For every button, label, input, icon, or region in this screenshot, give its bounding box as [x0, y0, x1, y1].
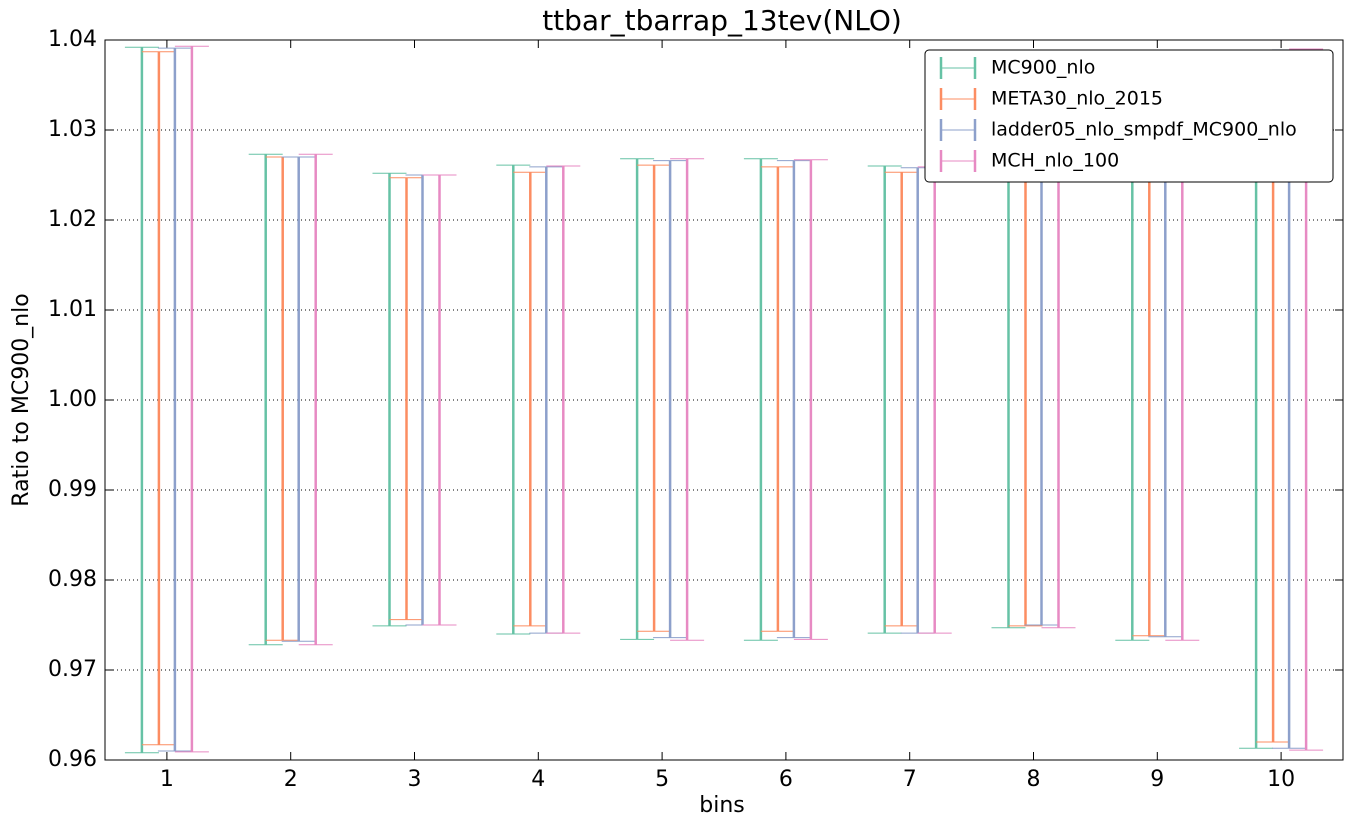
legend-label: MCH_nlo_100: [991, 150, 1119, 172]
x-axis-label: bins: [699, 793, 744, 818]
x-tick-label: 10: [1267, 767, 1295, 792]
y-tick-label: 0.98: [48, 567, 97, 592]
y-axis-label: Ratio to MC900_nlo: [9, 293, 34, 506]
y-tick-label: 0.99: [48, 477, 97, 502]
x-tick-label: 1: [160, 767, 174, 792]
x-tick-label: 3: [408, 767, 422, 792]
x-tick-label: 7: [903, 767, 917, 792]
plot-frame: [104, 39, 1344, 761]
y-tick-label: 1.01: [48, 297, 97, 322]
x-tick-label: 2: [284, 767, 298, 792]
legend: MC900_nlo META30_nlo_2015 ladder05_nlo_smp…: [924, 49, 1334, 183]
x-tick-label: 4: [531, 767, 545, 792]
legend-label: MC900_nlo: [991, 57, 1095, 79]
y-tick-label: 1.03: [48, 117, 97, 142]
y-tick-label: 0.96: [48, 747, 97, 772]
x-tick-label: 8: [1027, 767, 1041, 792]
y-tick-label: 0.97: [48, 657, 97, 682]
legend-label: META30_nlo_2015: [991, 88, 1163, 110]
legend-frame: [924, 49, 1334, 183]
x-tick-label: 6: [779, 767, 793, 792]
x-tick-label: 9: [1150, 767, 1164, 792]
y-tick-label: 1.02: [48, 207, 97, 232]
y-tick-label: 1.00: [48, 387, 97, 412]
x-tick-label: 5: [655, 767, 669, 792]
y-tick-label: 1.04: [48, 27, 97, 52]
legend-label: ladder05_nlo_smpdf_MC900_nlo: [991, 119, 1297, 141]
chart-title: ttbar_tbarrap_13tev(NLO): [542, 4, 902, 37]
